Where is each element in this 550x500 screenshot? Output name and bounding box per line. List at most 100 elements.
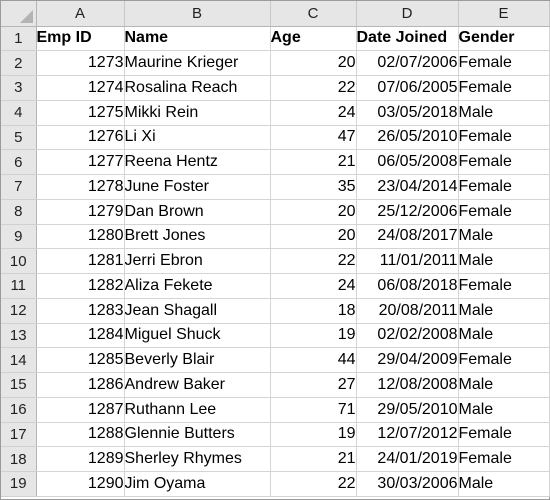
header-cell-age[interactable]: Age (270, 26, 357, 52)
cell-emp-id[interactable]: 1288 (36, 422, 125, 448)
cell-gender[interactable]: Female (458, 50, 550, 76)
header-cell-name[interactable]: Name (124, 26, 271, 52)
cell-gender[interactable]: Male (458, 248, 550, 274)
cell-age[interactable]: 18 (270, 298, 357, 324)
row-header-2[interactable]: 2 (1, 50, 37, 76)
cell-age[interactable]: 20 (270, 199, 357, 225)
cell-name[interactable]: June Foster (124, 174, 271, 200)
cell-date-joined[interactable]: 29/04/2009 (356, 347, 459, 373)
cell-emp-id[interactable]: 1284 (36, 323, 125, 349)
cell-name[interactable]: Rosalina Reach (124, 75, 271, 101)
select-all-button[interactable] (1, 1, 37, 27)
cell-date-joined[interactable]: 06/08/2018 (356, 273, 459, 299)
cell-emp-id[interactable]: 1285 (36, 347, 125, 373)
row-header-18[interactable]: 18 (1, 446, 37, 472)
cell-emp-id[interactable]: 1283 (36, 298, 125, 324)
row-header-4[interactable]: 4 (1, 100, 37, 126)
cell-emp-id[interactable]: 1282 (36, 273, 125, 299)
cell-gender[interactable]: Male (458, 471, 550, 497)
cell-name[interactable]: Jerri Ebron (124, 248, 271, 274)
cell-name[interactable]: Dan Brown (124, 199, 271, 225)
row-header-5[interactable]: 5 (1, 125, 37, 151)
row-header-12[interactable]: 12 (1, 298, 37, 324)
cell-name[interactable]: Ruthann Lee (124, 397, 271, 423)
cell-name[interactable]: Jean Shagall (124, 298, 271, 324)
cell-date-joined[interactable]: 07/06/2005 (356, 75, 459, 101)
cell-age[interactable]: 44 (270, 347, 357, 373)
cell-gender[interactable]: Female (458, 446, 550, 472)
cell-name[interactable]: Maurine Krieger (124, 50, 271, 76)
cell-date-joined[interactable]: 12/07/2012 (356, 422, 459, 448)
cell-emp-id[interactable]: 1289 (36, 446, 125, 472)
cell-gender[interactable]: Female (458, 199, 550, 225)
row-header-15[interactable]: 15 (1, 372, 37, 398)
cell-gender[interactable]: Male (458, 372, 550, 398)
cell-age[interactable]: 19 (270, 323, 357, 349)
cell-emp-id[interactable]: 1274 (36, 75, 125, 101)
cell-age[interactable]: 19 (270, 422, 357, 448)
cell-name[interactable]: Andrew Baker (124, 372, 271, 398)
cell-date-joined[interactable]: 26/05/2010 (356, 125, 459, 151)
cell-gender[interactable]: Female (458, 149, 550, 175)
cell-age[interactable]: 24 (270, 100, 357, 126)
cell-age[interactable]: 20 (270, 50, 357, 76)
cell-emp-id[interactable]: 1280 (36, 224, 125, 250)
cell-gender[interactable]: Male (458, 397, 550, 423)
cell-gender[interactable]: Female (458, 422, 550, 448)
column-header-a[interactable]: A (36, 1, 125, 27)
cell-name[interactable]: Jim Oyama (124, 471, 271, 497)
row-header-3[interactable]: 3 (1, 75, 37, 101)
cell-emp-id[interactable]: 1275 (36, 100, 125, 126)
cell-name[interactable]: Mikki Rein (124, 100, 271, 126)
cell-date-joined[interactable]: 02/02/2008 (356, 323, 459, 349)
row-header-17[interactable]: 17 (1, 422, 37, 448)
cell-gender[interactable]: Male (458, 100, 550, 126)
header-cell-date-joined[interactable]: Date Joined (356, 26, 459, 52)
cell-age[interactable]: 27 (270, 372, 357, 398)
cell-date-joined[interactable]: 03/05/2018 (356, 100, 459, 126)
row-header-6[interactable]: 6 (1, 149, 37, 175)
column-header-b[interactable]: B (124, 1, 271, 27)
cell-date-joined[interactable]: 23/04/2014 (356, 174, 459, 200)
cell-age[interactable]: 35 (270, 174, 357, 200)
cell-gender[interactable]: Male (458, 224, 550, 250)
cell-age[interactable]: 22 (270, 75, 357, 101)
cell-name[interactable]: Beverly Blair (124, 347, 271, 373)
cell-age[interactable]: 20 (270, 224, 357, 250)
cell-date-joined[interactable]: 02/07/2006 (356, 50, 459, 76)
row-header-9[interactable]: 9 (1, 224, 37, 250)
cell-emp-id[interactable]: 1277 (36, 149, 125, 175)
cell-emp-id[interactable]: 1281 (36, 248, 125, 274)
cell-name[interactable]: Miguel Shuck (124, 323, 271, 349)
cell-date-joined[interactable]: 24/01/2019 (356, 446, 459, 472)
cell-gender[interactable]: Female (458, 125, 550, 151)
cell-date-joined[interactable]: 11/01/2011 (356, 248, 459, 274)
cell-age[interactable]: 21 (270, 446, 357, 472)
row-header-11[interactable]: 11 (1, 273, 37, 299)
cell-age[interactable]: 22 (270, 248, 357, 274)
cell-age[interactable]: 22 (270, 471, 357, 497)
cell-date-joined[interactable]: 12/08/2008 (356, 372, 459, 398)
header-cell-gender[interactable]: Gender (458, 26, 550, 52)
cell-emp-id[interactable]: 1278 (36, 174, 125, 200)
cell-name[interactable]: Brett Jones (124, 224, 271, 250)
cell-gender[interactable]: Female (458, 273, 550, 299)
row-header-13[interactable]: 13 (1, 323, 37, 349)
cell-emp-id[interactable]: 1279 (36, 199, 125, 225)
cell-gender[interactable]: Male (458, 298, 550, 324)
cell-gender[interactable]: Female (458, 75, 550, 101)
cell-age[interactable]: 24 (270, 273, 357, 299)
cell-date-joined[interactable]: 06/05/2008 (356, 149, 459, 175)
column-header-c[interactable]: C (270, 1, 357, 27)
cell-date-joined[interactable]: 20/08/2011 (356, 298, 459, 324)
cell-name[interactable]: Glennie Butters (124, 422, 271, 448)
header-cell-emp-id[interactable]: Emp ID (36, 26, 125, 52)
cell-date-joined[interactable]: 25/12/2006 (356, 199, 459, 225)
row-header-14[interactable]: 14 (1, 347, 37, 373)
row-header-19[interactable]: 19 (1, 471, 37, 497)
row-header-16[interactable]: 16 (1, 397, 37, 423)
row-header-10[interactable]: 10 (1, 248, 37, 274)
cell-date-joined[interactable]: 24/08/2017 (356, 224, 459, 250)
row-header-1[interactable]: 1 (1, 26, 37, 52)
cell-date-joined[interactable]: 30/03/2006 (356, 471, 459, 497)
